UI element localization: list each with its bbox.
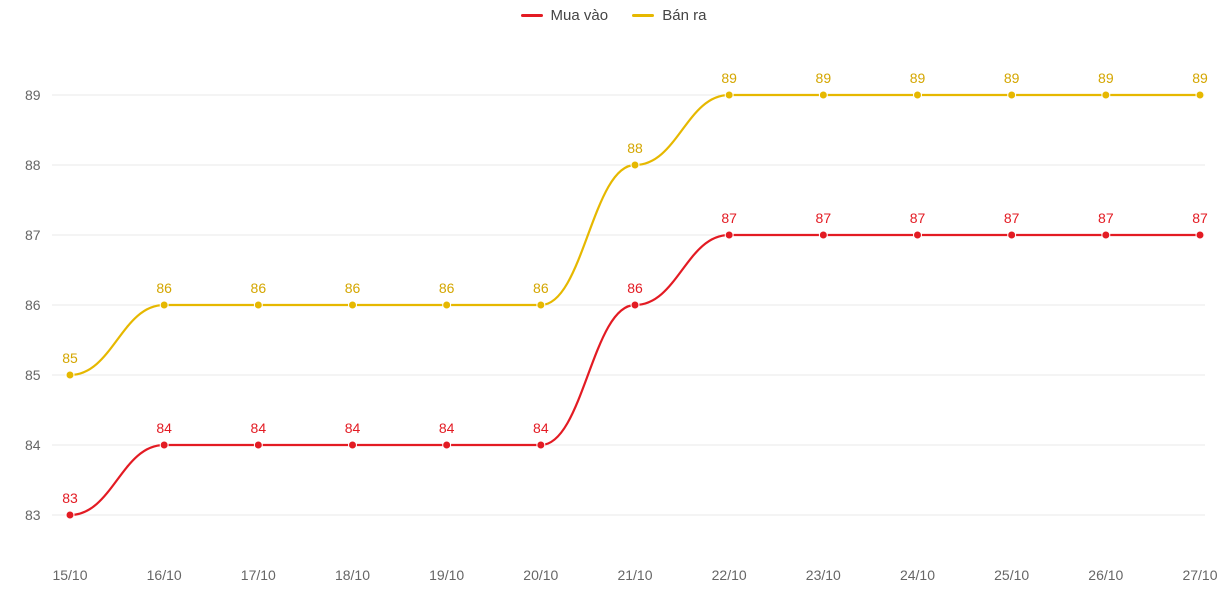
y-axis-tick-label: 84 [25, 437, 41, 453]
x-axis-tick-label: 26/10 [1088, 567, 1123, 583]
legend-item-mua[interactable]: Mua vào [521, 7, 609, 24]
series-point-mua[interactable] [914, 231, 922, 239]
series-point-ban[interactable] [1008, 91, 1016, 99]
series-point-mua[interactable] [631, 301, 639, 309]
y-axis-tick-label: 87 [25, 227, 41, 243]
series-point-mua[interactable] [349, 441, 357, 449]
series-data-label-mua: 86 [627, 280, 643, 296]
series-data-label-ban: 89 [1192, 70, 1208, 86]
series-point-ban[interactable] [66, 371, 74, 379]
series-point-mua[interactable] [725, 231, 733, 239]
x-axis-tick-label: 17/10 [241, 567, 276, 583]
series-data-label-ban: 86 [533, 280, 549, 296]
series-point-ban[interactable] [443, 301, 451, 309]
series-point-mua[interactable] [160, 441, 168, 449]
y-axis-tick-label: 85 [25, 367, 41, 383]
series-data-label-ban: 86 [156, 280, 172, 296]
series-point-ban[interactable] [631, 161, 639, 169]
series-data-label-ban: 89 [1004, 70, 1020, 86]
series-data-label-mua: 87 [721, 210, 737, 226]
series-point-ban[interactable] [537, 301, 545, 309]
y-axis-tick-label: 88 [25, 157, 41, 173]
series-point-ban[interactable] [1196, 91, 1204, 99]
price-chart: Mua vào Bán ra 83 84 85 86 87 88 89 15/10 16/10 1… [0, 0, 1227, 607]
series-data-label-ban: 89 [721, 70, 737, 86]
series-data-label-mua: 87 [816, 210, 832, 226]
series-data-label-ban: 89 [1098, 70, 1114, 86]
series-data-label-mua: 87 [1192, 210, 1208, 226]
series-data-label-mua: 87 [1098, 210, 1114, 226]
y-axis-tick-label: 86 [25, 297, 41, 313]
legend-label-mua: Mua vào [551, 7, 609, 24]
x-axis-tick-label: 23/10 [806, 567, 841, 583]
series-point-ban[interactable] [819, 91, 827, 99]
series-point-ban[interactable] [914, 91, 922, 99]
series-point-ban[interactable] [254, 301, 262, 309]
series-point-mua[interactable] [1196, 231, 1204, 239]
series-point-mua[interactable] [66, 511, 74, 519]
series-data-label-mua: 83 [62, 490, 78, 506]
legend-swatch-ban [632, 14, 654, 17]
series-data-label-ban: 86 [345, 280, 361, 296]
y-axis-tick-label: 89 [25, 87, 41, 103]
series-point-ban[interactable] [1102, 91, 1110, 99]
series-point-ban[interactable] [725, 91, 733, 99]
series-data-label-ban: 89 [816, 70, 832, 86]
series-point-mua[interactable] [254, 441, 262, 449]
legend-label-ban: Bán ra [662, 7, 706, 24]
x-axis-tick-label: 21/10 [617, 567, 652, 583]
series-data-label-ban: 86 [439, 280, 455, 296]
x-axis-tick-label: 22/10 [712, 567, 747, 583]
series-data-label-mua: 84 [251, 420, 267, 436]
x-axis-tick-label: 16/10 [147, 567, 182, 583]
legend-item-ban[interactable]: Bán ra [632, 7, 706, 24]
chart-canvas: 83 84 85 86 87 88 89 15/10 16/10 17/10 18/10 19/10 2… [0, 0, 1227, 607]
series-point-ban[interactable] [349, 301, 357, 309]
legend-swatch-mua [521, 14, 543, 17]
x-axis-tick-label: 24/10 [900, 567, 935, 583]
series-data-label-mua: 87 [1004, 210, 1020, 226]
series-data-label-ban: 86 [251, 280, 267, 296]
series-data-label-mua: 84 [345, 420, 361, 436]
series-point-mua[interactable] [819, 231, 827, 239]
x-axis-tick-label: 19/10 [429, 567, 464, 583]
series-data-label-mua: 84 [156, 420, 172, 436]
series-data-label-ban: 88 [627, 140, 643, 156]
y-axis-tick-label: 83 [25, 507, 41, 523]
series-data-label-mua: 84 [533, 420, 549, 436]
series-data-label-mua: 84 [439, 420, 455, 436]
series-point-ban[interactable] [160, 301, 168, 309]
series-point-mua[interactable] [443, 441, 451, 449]
series-data-label-mua: 87 [910, 210, 926, 226]
x-axis-tick-label: 20/10 [523, 567, 558, 583]
series-point-mua[interactable] [1008, 231, 1016, 239]
series-point-mua[interactable] [537, 441, 545, 449]
chart-legend: Mua vào Bán ra [0, 4, 1227, 24]
series-data-label-ban: 85 [62, 350, 78, 366]
x-axis-tick-label: 27/10 [1182, 567, 1217, 583]
x-axis-tick-label: 18/10 [335, 567, 370, 583]
x-axis-tick-label: 15/10 [52, 567, 87, 583]
series-data-label-ban: 89 [910, 70, 926, 86]
series-point-mua[interactable] [1102, 231, 1110, 239]
x-axis-tick-label: 25/10 [994, 567, 1029, 583]
